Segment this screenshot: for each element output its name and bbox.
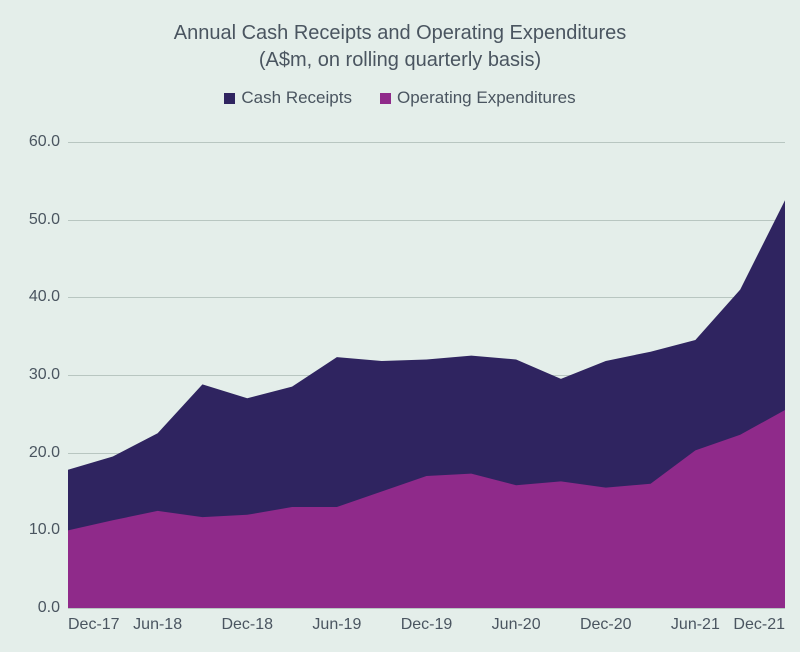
- legend-label-cash-receipts: Cash Receipts: [241, 88, 352, 108]
- legend-swatch-cash-receipts: [224, 93, 235, 104]
- y-tick-label: 50.0: [29, 211, 60, 229]
- x-tick-label: Jun-19: [312, 616, 361, 634]
- legend-item-operating-expenditures: Operating Expenditures: [380, 88, 576, 108]
- y-tick-label: 30.0: [29, 366, 60, 384]
- legend-label-operating-expenditures: Operating Expenditures: [397, 88, 576, 108]
- chart-title: Annual Cash Receipts and Operating Expen…: [0, 20, 800, 74]
- x-tick-label: Jun-18: [133, 616, 182, 634]
- y-tick-label: 20.0: [29, 444, 60, 462]
- area-chart-svg: [68, 142, 785, 608]
- x-tick-label: Dec-21: [733, 616, 785, 634]
- chart-title-line2: (A$m, on rolling quarterly basis): [259, 49, 541, 71]
- legend-swatch-operating-expenditures: [380, 93, 391, 104]
- x-tick-label: Jun-21: [671, 616, 720, 634]
- x-tick-label: Dec-17: [68, 616, 120, 634]
- chart-title-line1: Annual Cash Receipts and Operating Expen…: [174, 22, 627, 44]
- x-tick-label: Jun-20: [492, 616, 541, 634]
- x-tick-label: Dec-19: [401, 616, 453, 634]
- y-tick-label: 0.0: [38, 599, 60, 617]
- chart-container: Annual Cash Receipts and Operating Expen…: [0, 0, 800, 652]
- legend-item-cash-receipts: Cash Receipts: [224, 88, 352, 108]
- plot-area: 0.010.020.030.040.050.060.0Dec-17Jun-18D…: [68, 142, 785, 608]
- y-tick-label: 60.0: [29, 133, 60, 151]
- y-tick-label: 10.0: [29, 521, 60, 539]
- legend: Cash Receipts Operating Expenditures: [0, 88, 800, 108]
- y-tick-label: 40.0: [29, 288, 60, 306]
- x-tick-label: Dec-20: [580, 616, 632, 634]
- gridline: [68, 608, 785, 609]
- x-tick-label: Dec-18: [221, 616, 273, 634]
